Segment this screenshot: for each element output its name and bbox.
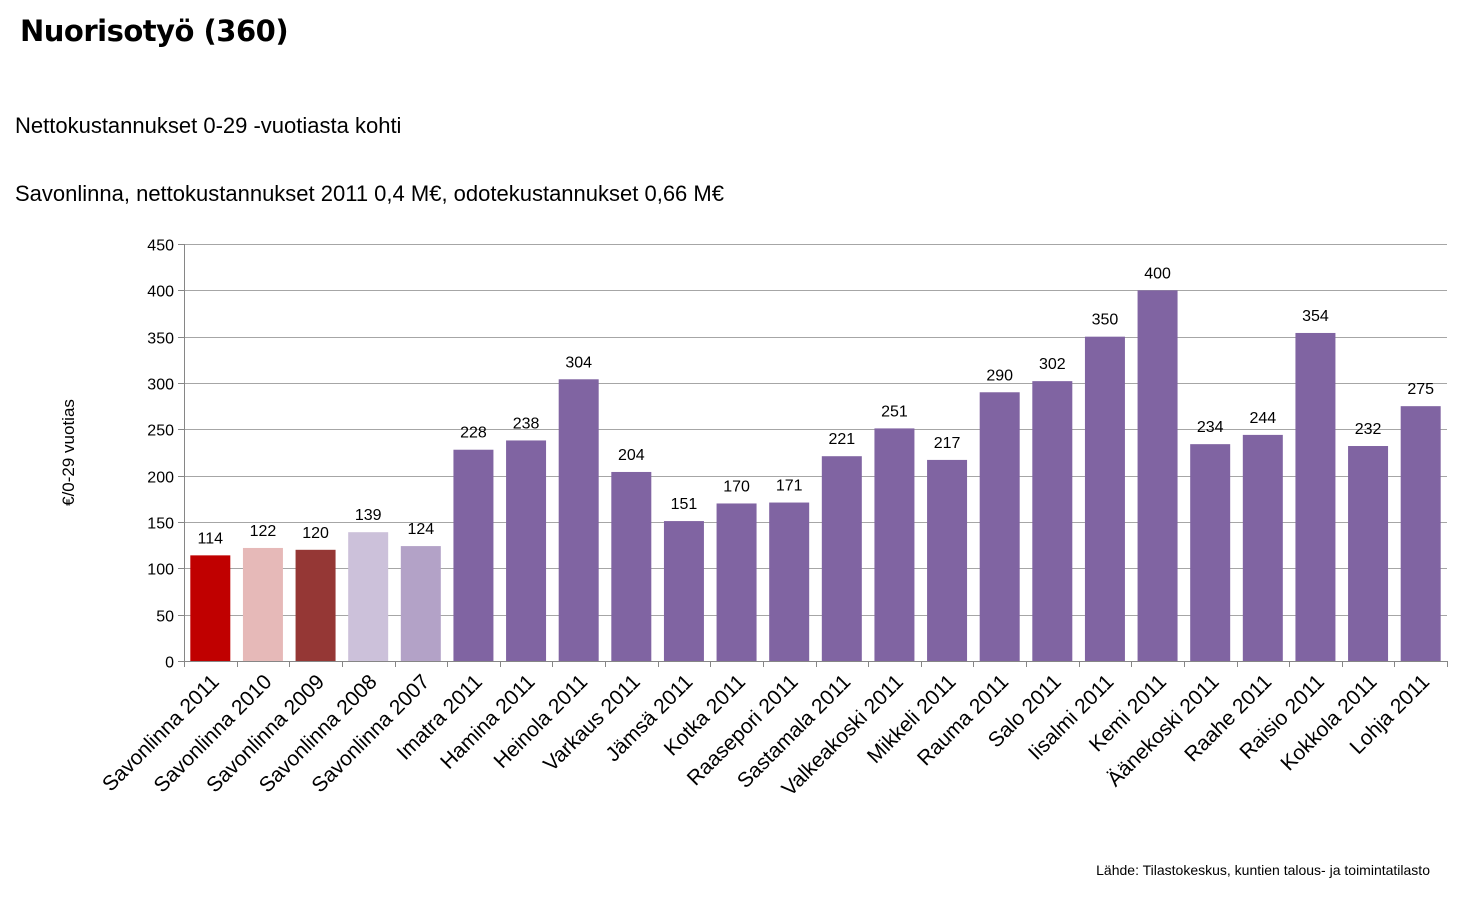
data-label: 244 <box>1249 410 1276 427</box>
bar <box>1137 290 1178 661</box>
subtitle-cost-per-youth: Nettokustannukset 0-29 -vuotiasta kohti <box>15 113 402 138</box>
data-label: 217 <box>934 435 961 452</box>
y-tick-label: 350 <box>147 331 174 348</box>
data-label: 290 <box>986 367 1013 384</box>
y-tick-label: 450 <box>147 238 174 255</box>
data-label: 234 <box>1197 419 1224 436</box>
data-label: 302 <box>1039 356 1066 373</box>
data-label: 139 <box>355 507 382 524</box>
axes <box>178 244 1448 667</box>
bar <box>1084 336 1125 661</box>
bar <box>242 547 283 661</box>
data-label: 354 <box>1302 308 1329 325</box>
y-tick-label: 0 <box>165 655 174 672</box>
data-label: 204 <box>618 447 645 464</box>
bar <box>979 392 1020 661</box>
bar <box>295 549 336 661</box>
data-label: 120 <box>302 525 329 542</box>
bar <box>821 456 862 661</box>
data-label: 251 <box>881 403 908 420</box>
data-label: 400 <box>1144 265 1171 282</box>
y-tick-label: 200 <box>147 470 174 487</box>
bar <box>1295 332 1336 661</box>
bar <box>874 428 915 661</box>
y-tick-label: 300 <box>147 377 174 394</box>
source-note: Lähde: Tilastokeskus, kuntien talous- ja… <box>1096 862 1430 878</box>
data-label: 238 <box>513 415 540 432</box>
y-tick-label: 250 <box>147 423 174 440</box>
data-label: 275 <box>1407 381 1434 398</box>
bar <box>769 502 810 661</box>
bar <box>453 449 494 661</box>
y-tick-label: 400 <box>147 284 174 301</box>
subtitle-savonlinna-costs: Savonlinna, nettokustannukset 2011 0,4 M… <box>15 181 724 206</box>
bars <box>190 290 1441 661</box>
bar <box>1190 444 1231 661</box>
data-label: 232 <box>1355 421 1382 438</box>
bar <box>1032 381 1073 661</box>
data-label: 124 <box>407 521 434 538</box>
bar <box>611 471 652 661</box>
bar <box>348 532 389 661</box>
bar <box>190 555 231 661</box>
page-title: Nuorisotyö (360) <box>20 14 289 48</box>
gridlines <box>184 244 1447 616</box>
bar <box>927 459 968 661</box>
bar <box>1400 406 1441 661</box>
bar <box>716 503 757 661</box>
data-label: 228 <box>460 425 487 442</box>
data-label: 221 <box>828 431 855 448</box>
bar <box>663 521 704 661</box>
y-tick-label: 100 <box>147 562 174 579</box>
bar <box>1242 434 1283 661</box>
bar <box>400 546 441 661</box>
bar <box>1348 446 1389 661</box>
data-label: 304 <box>565 354 592 371</box>
y-tick-label: 150 <box>147 516 174 533</box>
data-label: 170 <box>723 478 750 495</box>
data-label: 350 <box>1092 312 1119 329</box>
y-tick-label: 50 <box>156 609 174 626</box>
labels: 050100150200250300350400450114Savonlinna… <box>98 238 1434 801</box>
data-label: 122 <box>250 523 277 540</box>
bar <box>506 440 547 661</box>
bar <box>558 379 599 661</box>
data-label: 171 <box>776 478 803 495</box>
data-label: 151 <box>671 496 698 513</box>
data-label: 114 <box>198 530 224 547</box>
y-axis-title: €/0-29 vuotias <box>59 399 78 506</box>
